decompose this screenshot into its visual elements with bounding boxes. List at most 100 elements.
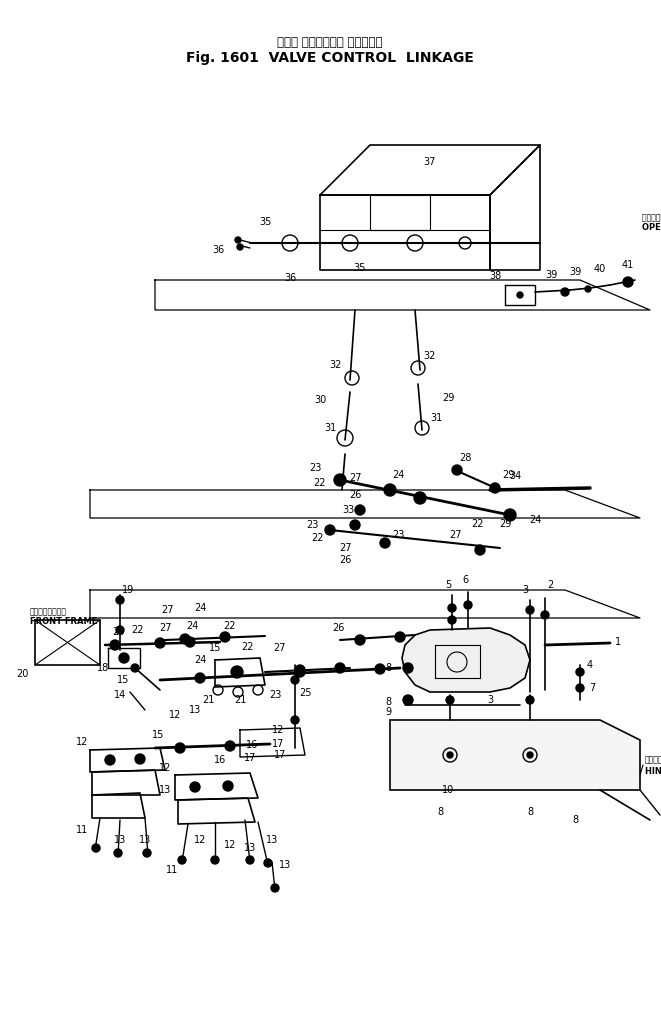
- Text: ヒンジプレート: ヒンジプレート: [645, 756, 661, 764]
- Circle shape: [490, 483, 500, 493]
- Text: 27: 27: [338, 543, 351, 553]
- Text: 29: 29: [502, 470, 514, 480]
- Text: 13: 13: [159, 785, 171, 795]
- Circle shape: [119, 653, 129, 663]
- Text: 12: 12: [194, 835, 206, 845]
- Circle shape: [576, 684, 584, 692]
- Text: 9: 9: [385, 707, 391, 717]
- Text: バルブ コントロール リンケージ: バルブ コントロール リンケージ: [277, 36, 383, 48]
- Circle shape: [475, 545, 485, 555]
- Text: 31: 31: [430, 413, 442, 422]
- Circle shape: [131, 664, 139, 672]
- Text: 41: 41: [622, 260, 634, 270]
- Text: 7: 7: [589, 683, 595, 693]
- Circle shape: [355, 505, 365, 515]
- Circle shape: [395, 632, 405, 642]
- Text: FRONT FRAME: FRONT FRAME: [30, 618, 97, 626]
- Circle shape: [403, 663, 413, 673]
- Text: 22: 22: [472, 519, 485, 529]
- Text: 37: 37: [424, 157, 436, 167]
- Circle shape: [231, 666, 243, 678]
- Text: 3: 3: [487, 695, 493, 705]
- Text: 15: 15: [117, 675, 129, 685]
- Circle shape: [264, 859, 272, 868]
- Circle shape: [447, 752, 453, 758]
- Text: 12: 12: [169, 710, 181, 720]
- Text: 40: 40: [594, 264, 606, 274]
- Circle shape: [110, 640, 120, 650]
- Text: 1: 1: [615, 637, 621, 647]
- Text: 38: 38: [489, 271, 501, 281]
- Circle shape: [237, 244, 243, 250]
- Text: 13: 13: [139, 835, 151, 845]
- Circle shape: [504, 509, 516, 521]
- Circle shape: [271, 884, 279, 892]
- Circle shape: [541, 611, 549, 619]
- Circle shape: [355, 635, 365, 644]
- Circle shape: [225, 741, 235, 751]
- Text: 15: 15: [209, 643, 221, 653]
- Text: 12: 12: [224, 840, 236, 850]
- Circle shape: [291, 716, 299, 724]
- Circle shape: [526, 696, 534, 704]
- Circle shape: [185, 637, 195, 647]
- Text: 24: 24: [529, 515, 541, 525]
- Text: 27: 27: [159, 623, 171, 633]
- Text: 26: 26: [332, 623, 344, 633]
- Circle shape: [527, 752, 533, 758]
- Text: 8: 8: [572, 815, 578, 825]
- Circle shape: [235, 237, 241, 243]
- Text: 19: 19: [122, 585, 134, 595]
- Text: 31: 31: [324, 422, 336, 433]
- Circle shape: [446, 696, 454, 704]
- Circle shape: [464, 601, 472, 609]
- Text: 29: 29: [499, 519, 511, 529]
- Circle shape: [190, 782, 200, 792]
- Text: 15: 15: [152, 730, 164, 740]
- Text: 27: 27: [274, 643, 286, 653]
- Text: 8: 8: [385, 663, 391, 673]
- Text: 21: 21: [202, 695, 214, 705]
- Text: 13: 13: [279, 860, 291, 870]
- Text: 23: 23: [309, 463, 321, 473]
- Circle shape: [526, 606, 534, 614]
- Text: 23: 23: [112, 627, 124, 637]
- Text: 22: 22: [242, 642, 254, 652]
- Text: 8: 8: [437, 807, 443, 817]
- Text: 26: 26: [339, 555, 351, 565]
- Text: 21: 21: [234, 695, 246, 705]
- Text: 39: 39: [545, 270, 557, 280]
- Text: 35: 35: [259, 217, 271, 227]
- Circle shape: [180, 634, 190, 644]
- Text: 14: 14: [114, 690, 126, 700]
- Circle shape: [448, 604, 456, 612]
- Text: 24: 24: [194, 603, 206, 613]
- Text: 18: 18: [97, 663, 109, 673]
- Circle shape: [220, 632, 230, 642]
- Text: 2: 2: [547, 580, 553, 590]
- Text: 33: 33: [342, 505, 354, 515]
- Circle shape: [380, 538, 390, 548]
- Text: 12: 12: [159, 763, 171, 773]
- Text: 26: 26: [349, 490, 361, 500]
- Circle shape: [335, 663, 345, 673]
- Text: 13: 13: [266, 835, 278, 845]
- Circle shape: [291, 676, 299, 684]
- Circle shape: [178, 856, 186, 864]
- Text: 25: 25: [299, 688, 311, 698]
- Text: 32: 32: [329, 360, 341, 370]
- Text: 22: 22: [132, 625, 144, 635]
- Text: HINGE PLATE: HINGE PLATE: [645, 767, 661, 776]
- Circle shape: [414, 492, 426, 504]
- Text: 8: 8: [385, 697, 391, 707]
- Circle shape: [561, 288, 569, 296]
- Text: 13: 13: [114, 835, 126, 845]
- Text: Fig. 1601  VALVE CONTROL  LINKAGE: Fig. 1601 VALVE CONTROL LINKAGE: [186, 51, 474, 65]
- Text: 39: 39: [569, 267, 581, 277]
- Text: 28: 28: [459, 453, 471, 463]
- Circle shape: [350, 520, 360, 530]
- Polygon shape: [402, 628, 530, 692]
- Circle shape: [585, 286, 591, 292]
- Text: 30: 30: [314, 395, 326, 405]
- Circle shape: [135, 754, 145, 764]
